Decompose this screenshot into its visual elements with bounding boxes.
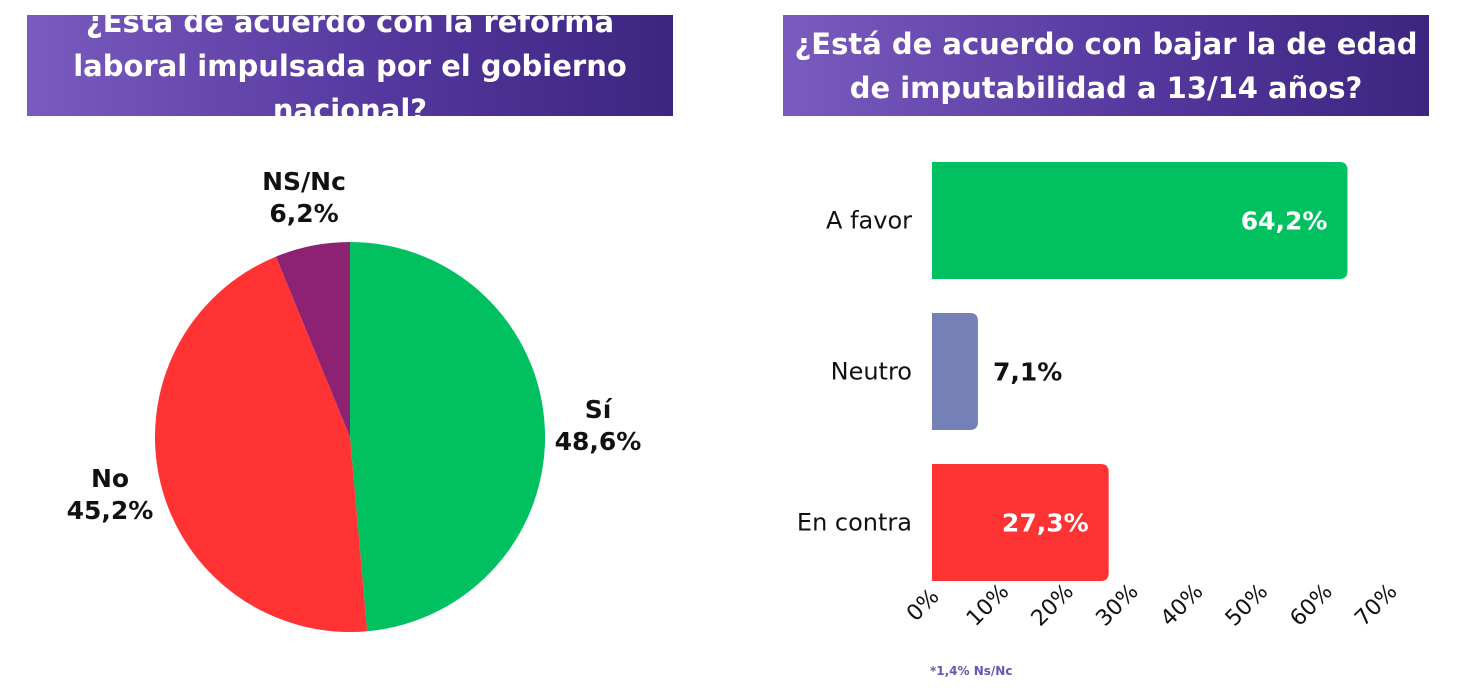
bar-chart-title: ¿Está de acuerdo con bajar la de edad de… <box>783 15 1429 116</box>
pie-slice-name-no: No <box>91 464 129 493</box>
value-label-a-favor: 64,2% <box>1241 207 1328 236</box>
pie-slice-name-s: Sí <box>585 395 613 424</box>
category-label-a-favor: A favor <box>826 207 912 235</box>
bar-en-contra <box>932 464 1109 581</box>
category-label-en-contra: En contra <box>797 509 912 537</box>
pie-slice-value-ns-nc: 6,2% <box>269 199 338 228</box>
pie-slice-no <box>154 256 368 633</box>
x-tick-label: 50% <box>1221 579 1273 631</box>
pie-slice-name-ns-nc: NS/Nc <box>262 167 346 196</box>
value-label-neutro: 7,1% <box>993 358 1062 387</box>
x-tick-label: 60% <box>1286 579 1338 631</box>
value-label-en-contra: 27,3% <box>1002 509 1089 538</box>
category-label-neutro: Neutro <box>831 358 912 386</box>
pie-slice-value-no: 45,2% <box>67 496 154 525</box>
bar-chart: A favor 64,2% Neutro 7,1% En contra 27,3% 0% 10… <box>797 162 1403 632</box>
bar-neutro <box>932 313 978 430</box>
pie-slice-s <box>350 242 546 632</box>
x-tick-label: 0% <box>902 584 944 626</box>
x-tick-label: 10% <box>962 579 1014 631</box>
footnote: *1,4% Ns/Nc <box>930 664 1012 678</box>
bar-a-favor <box>932 162 1348 279</box>
pie-slice-value-s: 48,6% <box>555 427 642 456</box>
x-tick-label: 20% <box>1027 579 1079 631</box>
x-tick-label: 40% <box>1156 579 1208 631</box>
pie-slice-ns-nc <box>275 242 350 437</box>
x-tick-label: 30% <box>1091 579 1143 631</box>
pie-chart: Sí 48,6% No 45,2% NS/Nc 6,2% <box>67 167 642 633</box>
x-tick-label: 70% <box>1350 579 1402 631</box>
